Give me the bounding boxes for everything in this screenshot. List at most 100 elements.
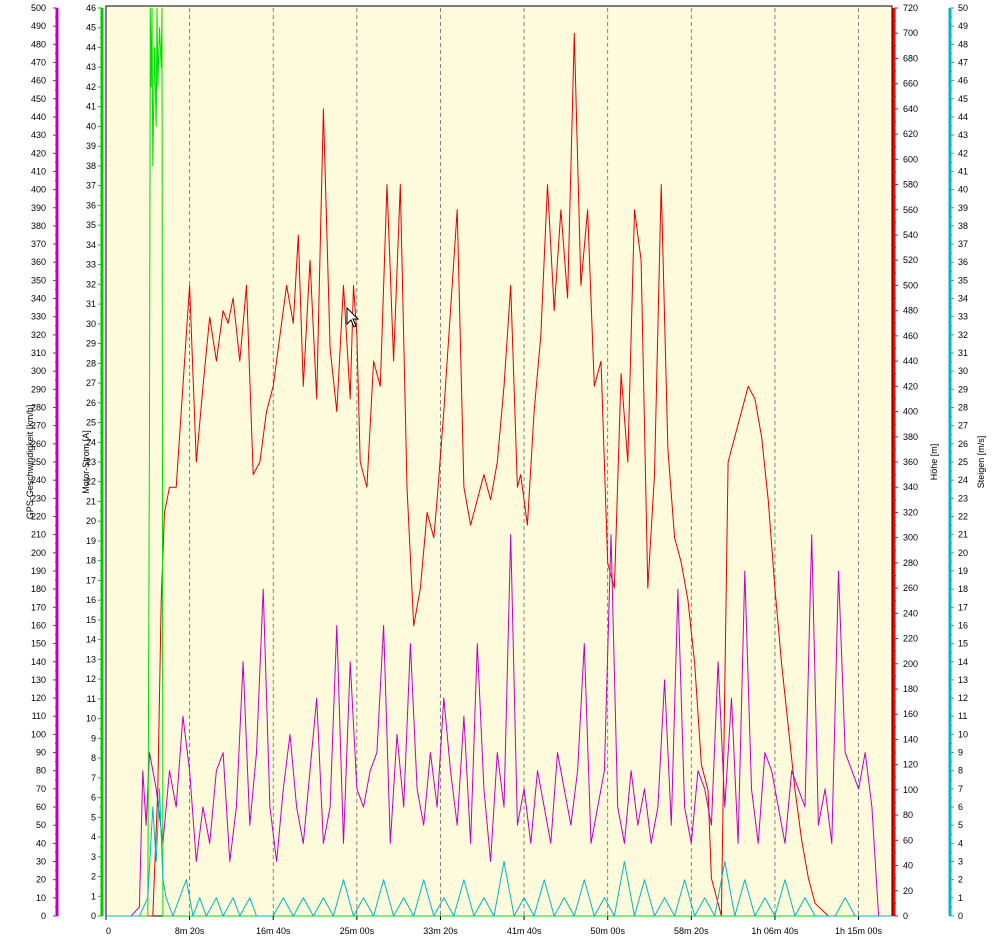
axis-tick-label-climb: 19 xyxy=(958,566,968,576)
axis-tick-label-climb: 11 xyxy=(958,711,967,721)
axis-tick-label-gps: 350 xyxy=(31,275,46,285)
axis-tick-label-height: 520 xyxy=(903,255,918,265)
axis-tick-label-current: 45 xyxy=(86,23,96,33)
axis-tick-label-height: 420 xyxy=(903,381,918,391)
axis-tick-label-gps: 70 xyxy=(36,784,46,794)
axis-tick-label-height: 100 xyxy=(903,785,918,795)
axis-tick-label-current: 21 xyxy=(86,496,96,506)
axis-tick-label-height: 480 xyxy=(903,306,918,316)
axis-tick-label-gps: 170 xyxy=(31,602,46,612)
axis-title-current: Motor-Strom [A] xyxy=(81,430,91,494)
axis-tick-label-climb: 37 xyxy=(958,239,968,249)
axis-tick-label-climb: 30 xyxy=(958,366,968,376)
axis-tick-label-climb: 47 xyxy=(958,57,968,67)
axis-tick-label-current: 7 xyxy=(91,773,96,783)
axis-title-height: Höhe [m] xyxy=(929,444,939,481)
axis-tick-label-current: 19 xyxy=(86,536,96,546)
axis-tick-label-current: 43 xyxy=(86,62,96,72)
axis-tick-label-height: 20 xyxy=(903,886,913,896)
axis-tick-label-current: 18 xyxy=(86,556,96,566)
axis-tick-label-gps: 50 xyxy=(36,820,46,830)
axis-tick-label-climb: 49 xyxy=(958,21,968,31)
axis-tick-label-height: 720 xyxy=(903,3,918,13)
axis-tick-label-current: 37 xyxy=(86,181,96,191)
axis-tick-label-climb: 15 xyxy=(958,639,968,649)
axis-tick-label-current: 26 xyxy=(86,398,96,408)
axis-tick-label-height: 620 xyxy=(903,129,918,139)
axis-tick-label-climb: 5 xyxy=(958,820,963,830)
axis-tick-label-gps: 200 xyxy=(31,548,46,558)
axis-tick-label-climb: 29 xyxy=(958,384,968,394)
axis-tick-label-climb: 44 xyxy=(958,112,968,122)
axis-tick-label-climb: 17 xyxy=(958,602,968,612)
x-tick-label: 1h 15m 00s xyxy=(835,926,883,936)
axis-tick-label-gps: 360 xyxy=(31,257,46,267)
axis-tick-label-height: 700 xyxy=(903,28,918,38)
x-tick-label: 8m 20s xyxy=(175,926,205,936)
axis-tick-label-current: 20 xyxy=(86,516,96,526)
axis-tick-label-climb: 20 xyxy=(958,548,968,558)
axis-tick-label-climb: 8 xyxy=(958,766,963,776)
axis-tick-label-gps: 140 xyxy=(31,657,46,667)
axis-tick-label-climb: 0 xyxy=(958,911,963,921)
axis-tick-label-climb: 39 xyxy=(958,203,968,213)
axis-tick-label-gps: 290 xyxy=(31,384,46,394)
axis-tick-label-current: 22 xyxy=(86,477,96,487)
axis-tick-label-height: 80 xyxy=(903,810,913,820)
axis-tick-label-height: 260 xyxy=(903,583,918,593)
axis-tick-label-current: 14 xyxy=(86,635,96,645)
axis-tick-label-current: 29 xyxy=(86,339,96,349)
axis-tick-label-gps: 10 xyxy=(36,893,46,903)
axis-tick-label-current: 24 xyxy=(86,437,96,447)
axis-tick-label-gps: 300 xyxy=(31,366,46,376)
axis-tick-label-climb: 32 xyxy=(958,330,968,340)
axes: 0102030405060708090100110120130140150160… xyxy=(25,3,986,921)
axis-tick-label-climb: 1 xyxy=(958,893,963,903)
axis-tick-label-gps: 500 xyxy=(31,3,46,13)
axis-tick-label-current: 33 xyxy=(86,260,96,270)
axis-tick-label-climb: 2 xyxy=(958,875,963,885)
axis-tick-label-gps: 190 xyxy=(31,566,46,576)
axis-tick-label-current: 25 xyxy=(86,418,96,428)
axis-tick-label-height: 440 xyxy=(903,356,918,366)
axis-tick-label-gps: 20 xyxy=(36,875,46,885)
axis-tick-label-climb: 27 xyxy=(958,421,968,431)
axis-tick-label-height: 160 xyxy=(903,709,918,719)
axis-tick-label-climb: 7 xyxy=(958,784,963,794)
axis-tick-label-climb: 18 xyxy=(958,584,968,594)
axis-tick-label-current: 1 xyxy=(91,891,96,901)
axis-tick-label-gps: 100 xyxy=(31,729,46,739)
axis-tick-label-height: 580 xyxy=(903,180,918,190)
axis-tick-label-gps: 390 xyxy=(31,203,46,213)
axis-tick-label-height: 540 xyxy=(903,230,918,240)
axis-tick-label-gps: 410 xyxy=(31,166,46,176)
axis-tick-label-gps: 480 xyxy=(31,39,46,49)
axis-tick-label-gps: 330 xyxy=(31,312,46,322)
series-line-height xyxy=(106,32,892,917)
axis-tick-label-climb: 36 xyxy=(958,257,968,267)
axis-tick-label-climb: 14 xyxy=(958,657,968,667)
axis-tick-label-gps: 160 xyxy=(31,620,46,630)
axis-tick-label-climb: 28 xyxy=(958,403,968,413)
axis-tick-label-current: 2 xyxy=(91,872,96,882)
axis-tick-label-climb: 33 xyxy=(958,312,968,322)
axis-tick-label-climb: 16 xyxy=(958,620,968,630)
x-tick-label: 41m 40s xyxy=(507,926,542,936)
axis-tick-label-current: 6 xyxy=(91,793,96,803)
axis-tick-label-gps: 90 xyxy=(36,748,46,758)
series-line-climb xyxy=(106,788,892,917)
axis-tick-label-height: 340 xyxy=(903,482,918,492)
axis-tick-label-gps: 310 xyxy=(31,348,46,358)
axis-tick-label-gps: 280 xyxy=(31,403,46,413)
axis-tick-label-current: 30 xyxy=(86,319,96,329)
axis-tick-label-gps: 40 xyxy=(36,838,46,848)
axis-tick-label-gps: 0 xyxy=(41,911,46,921)
axis-tick-label-gps: 130 xyxy=(31,675,46,685)
axis-tick-label-climb: 38 xyxy=(958,221,968,231)
axis-tick-label-height: 360 xyxy=(903,457,918,467)
axis-tick-label-height: 380 xyxy=(903,432,918,442)
axis-tick-label-height: 600 xyxy=(903,154,918,164)
axis-tick-label-current: 36 xyxy=(86,200,96,210)
axis-tick-label-gps: 380 xyxy=(31,221,46,231)
axis-tick-label-current: 32 xyxy=(86,279,96,289)
